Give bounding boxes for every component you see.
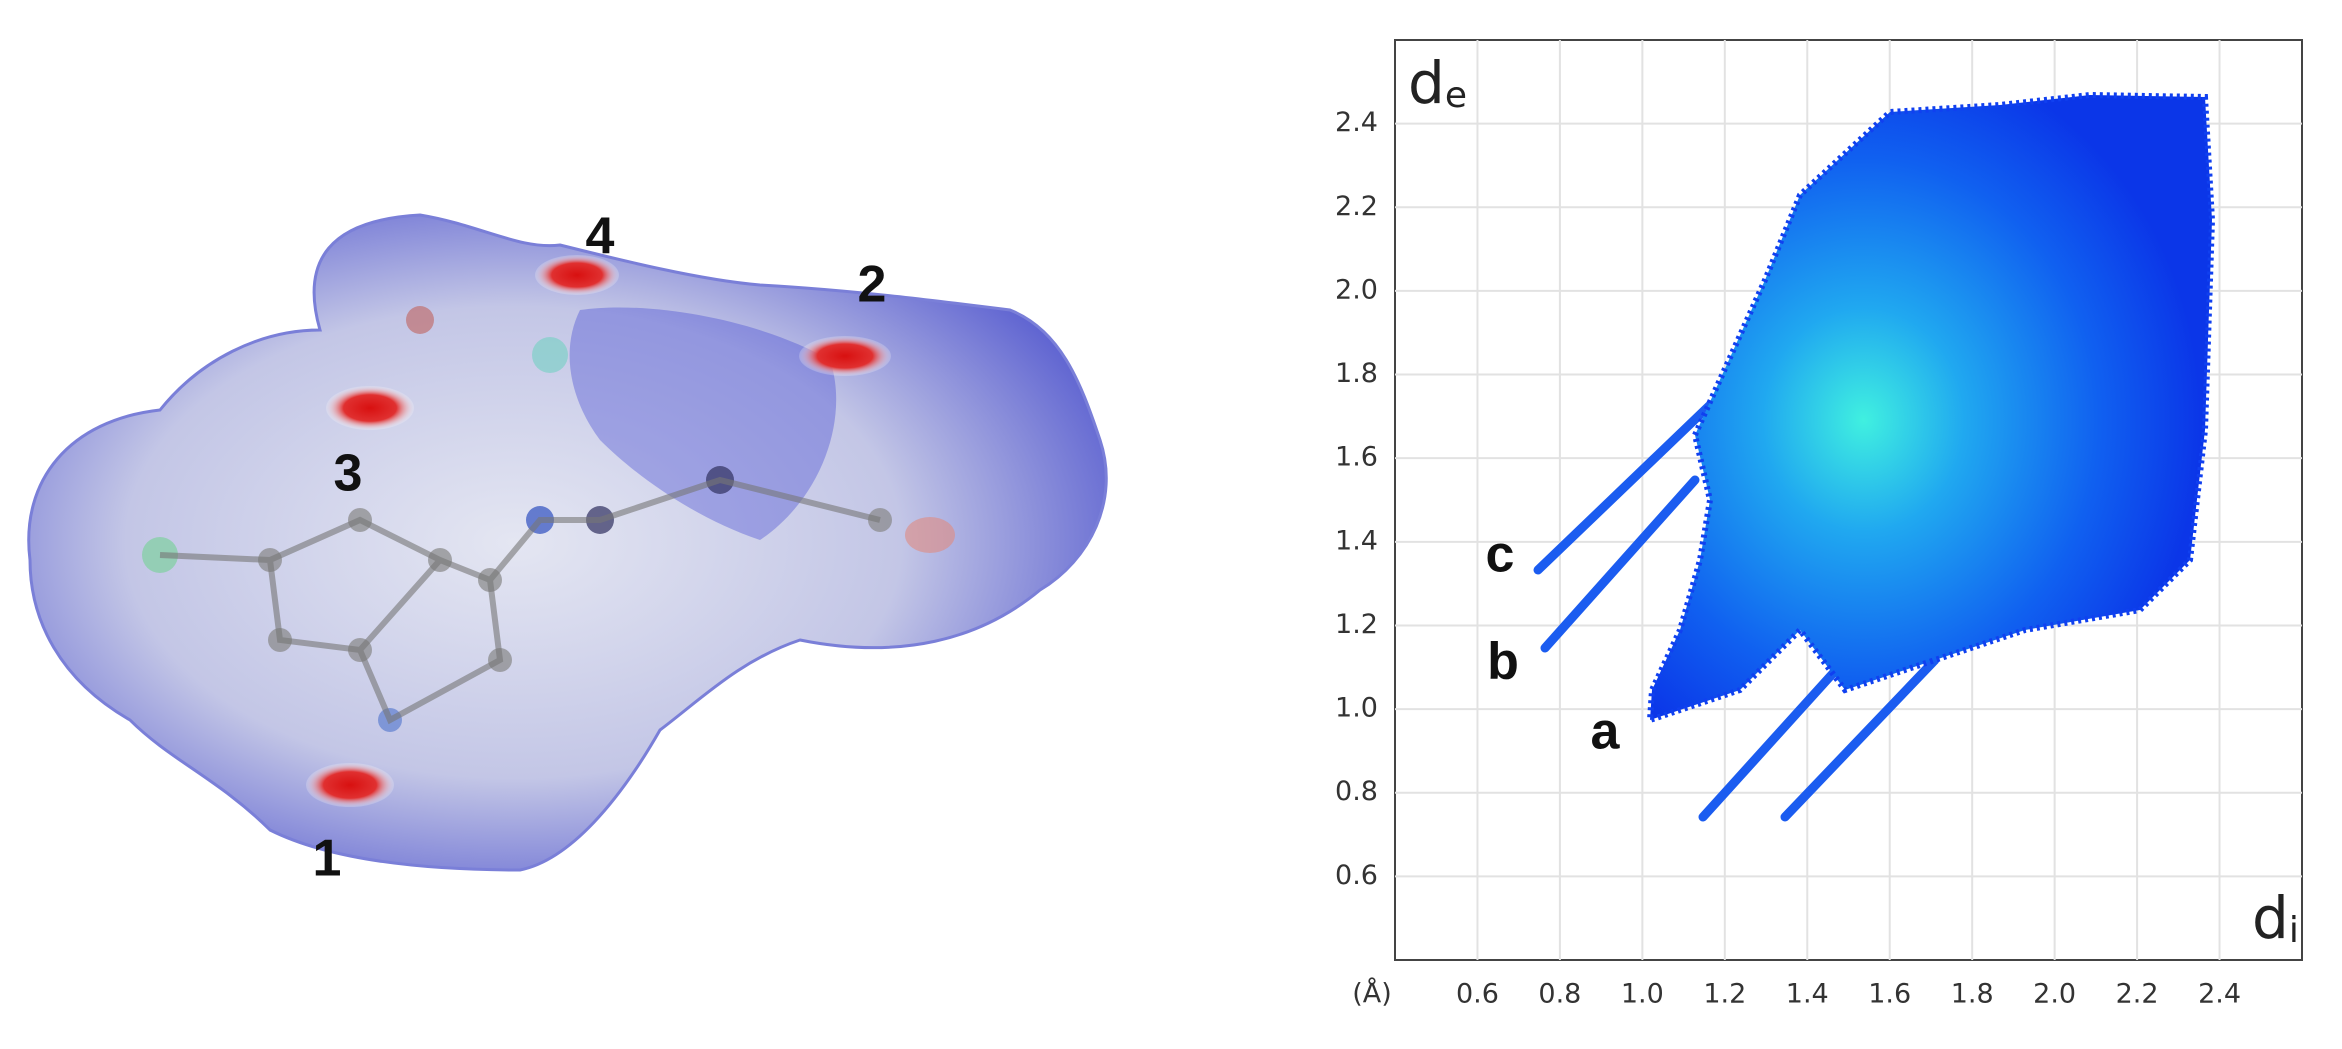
contact-label: 1 (313, 830, 342, 888)
contact-spot (905, 517, 955, 553)
x-tick-label: 1.6 (1868, 979, 1911, 1010)
contact-label: 3 (334, 445, 363, 503)
surface (27, 213, 1108, 872)
y-tick-label: 1.8 (1335, 358, 1378, 389)
fingerprint-plot: de di (Å) abc 0.6 0.8 1.0 1.2 1.4 1.6 1.8 2.0 2.… (1335, 39, 2303, 1010)
atom-bonds (159, 476, 881, 725)
point-cloud (1533, 91, 2216, 822)
x-label-sub: i (2289, 910, 2299, 951)
y-tick-label: 0.6 (1335, 860, 1378, 891)
y-tick-label: 2.0 (1335, 274, 1378, 305)
y-axis-label: de (1408, 49, 1467, 117)
contact-spot (799, 336, 891, 376)
y-tick-label: 1.4 (1335, 525, 1378, 556)
x-tick-label: 1.4 (1786, 979, 1829, 1010)
annotation: b (1487, 633, 1519, 691)
spikes (1533, 400, 1940, 822)
x-tick-label: 2.4 (2198, 979, 2241, 1010)
x-tick-label: 1.8 (1951, 979, 1994, 1010)
y-label-sub: e (1445, 75, 1467, 116)
y-tick-label: 1.2 (1335, 609, 1378, 640)
x-tick-label: 0.6 (1456, 979, 1499, 1010)
x-tick-label: 2.2 (2116, 979, 2159, 1010)
surface-panel: 4 2 3 1 (27, 208, 1108, 888)
x-tick-label: 0.8 (1538, 979, 1581, 1010)
unit-label: (Å) (1352, 978, 1392, 1010)
y-tick-label: 1.0 (1335, 693, 1378, 724)
surface-shade (569, 307, 837, 540)
x-axis-label: di (2252, 884, 2299, 952)
x-tick-label: 1.0 (1621, 979, 1664, 1010)
x-tick-label: 2.0 (2033, 979, 2076, 1010)
contact-spot (326, 386, 414, 430)
contact-label: 2 (858, 256, 887, 314)
contact-spot (306, 763, 394, 807)
y-tick-label: 1.6 (1335, 442, 1378, 473)
y-tick-label: 2.2 (1335, 191, 1378, 222)
annotation: c (1486, 526, 1515, 584)
contact-spot (535, 255, 619, 295)
annotations: a bc (1486, 526, 1621, 761)
annotation: a (1591, 703, 1621, 761)
contact-label: 4 (586, 208, 615, 266)
y-label-main: d (1408, 49, 1445, 117)
y-tick-label: 0.8 (1335, 776, 1378, 807)
x-label-main: d (2252, 884, 2289, 952)
y-tick-label: 2.4 (1335, 107, 1378, 138)
x-tick-label: 1.2 (1703, 979, 1746, 1010)
